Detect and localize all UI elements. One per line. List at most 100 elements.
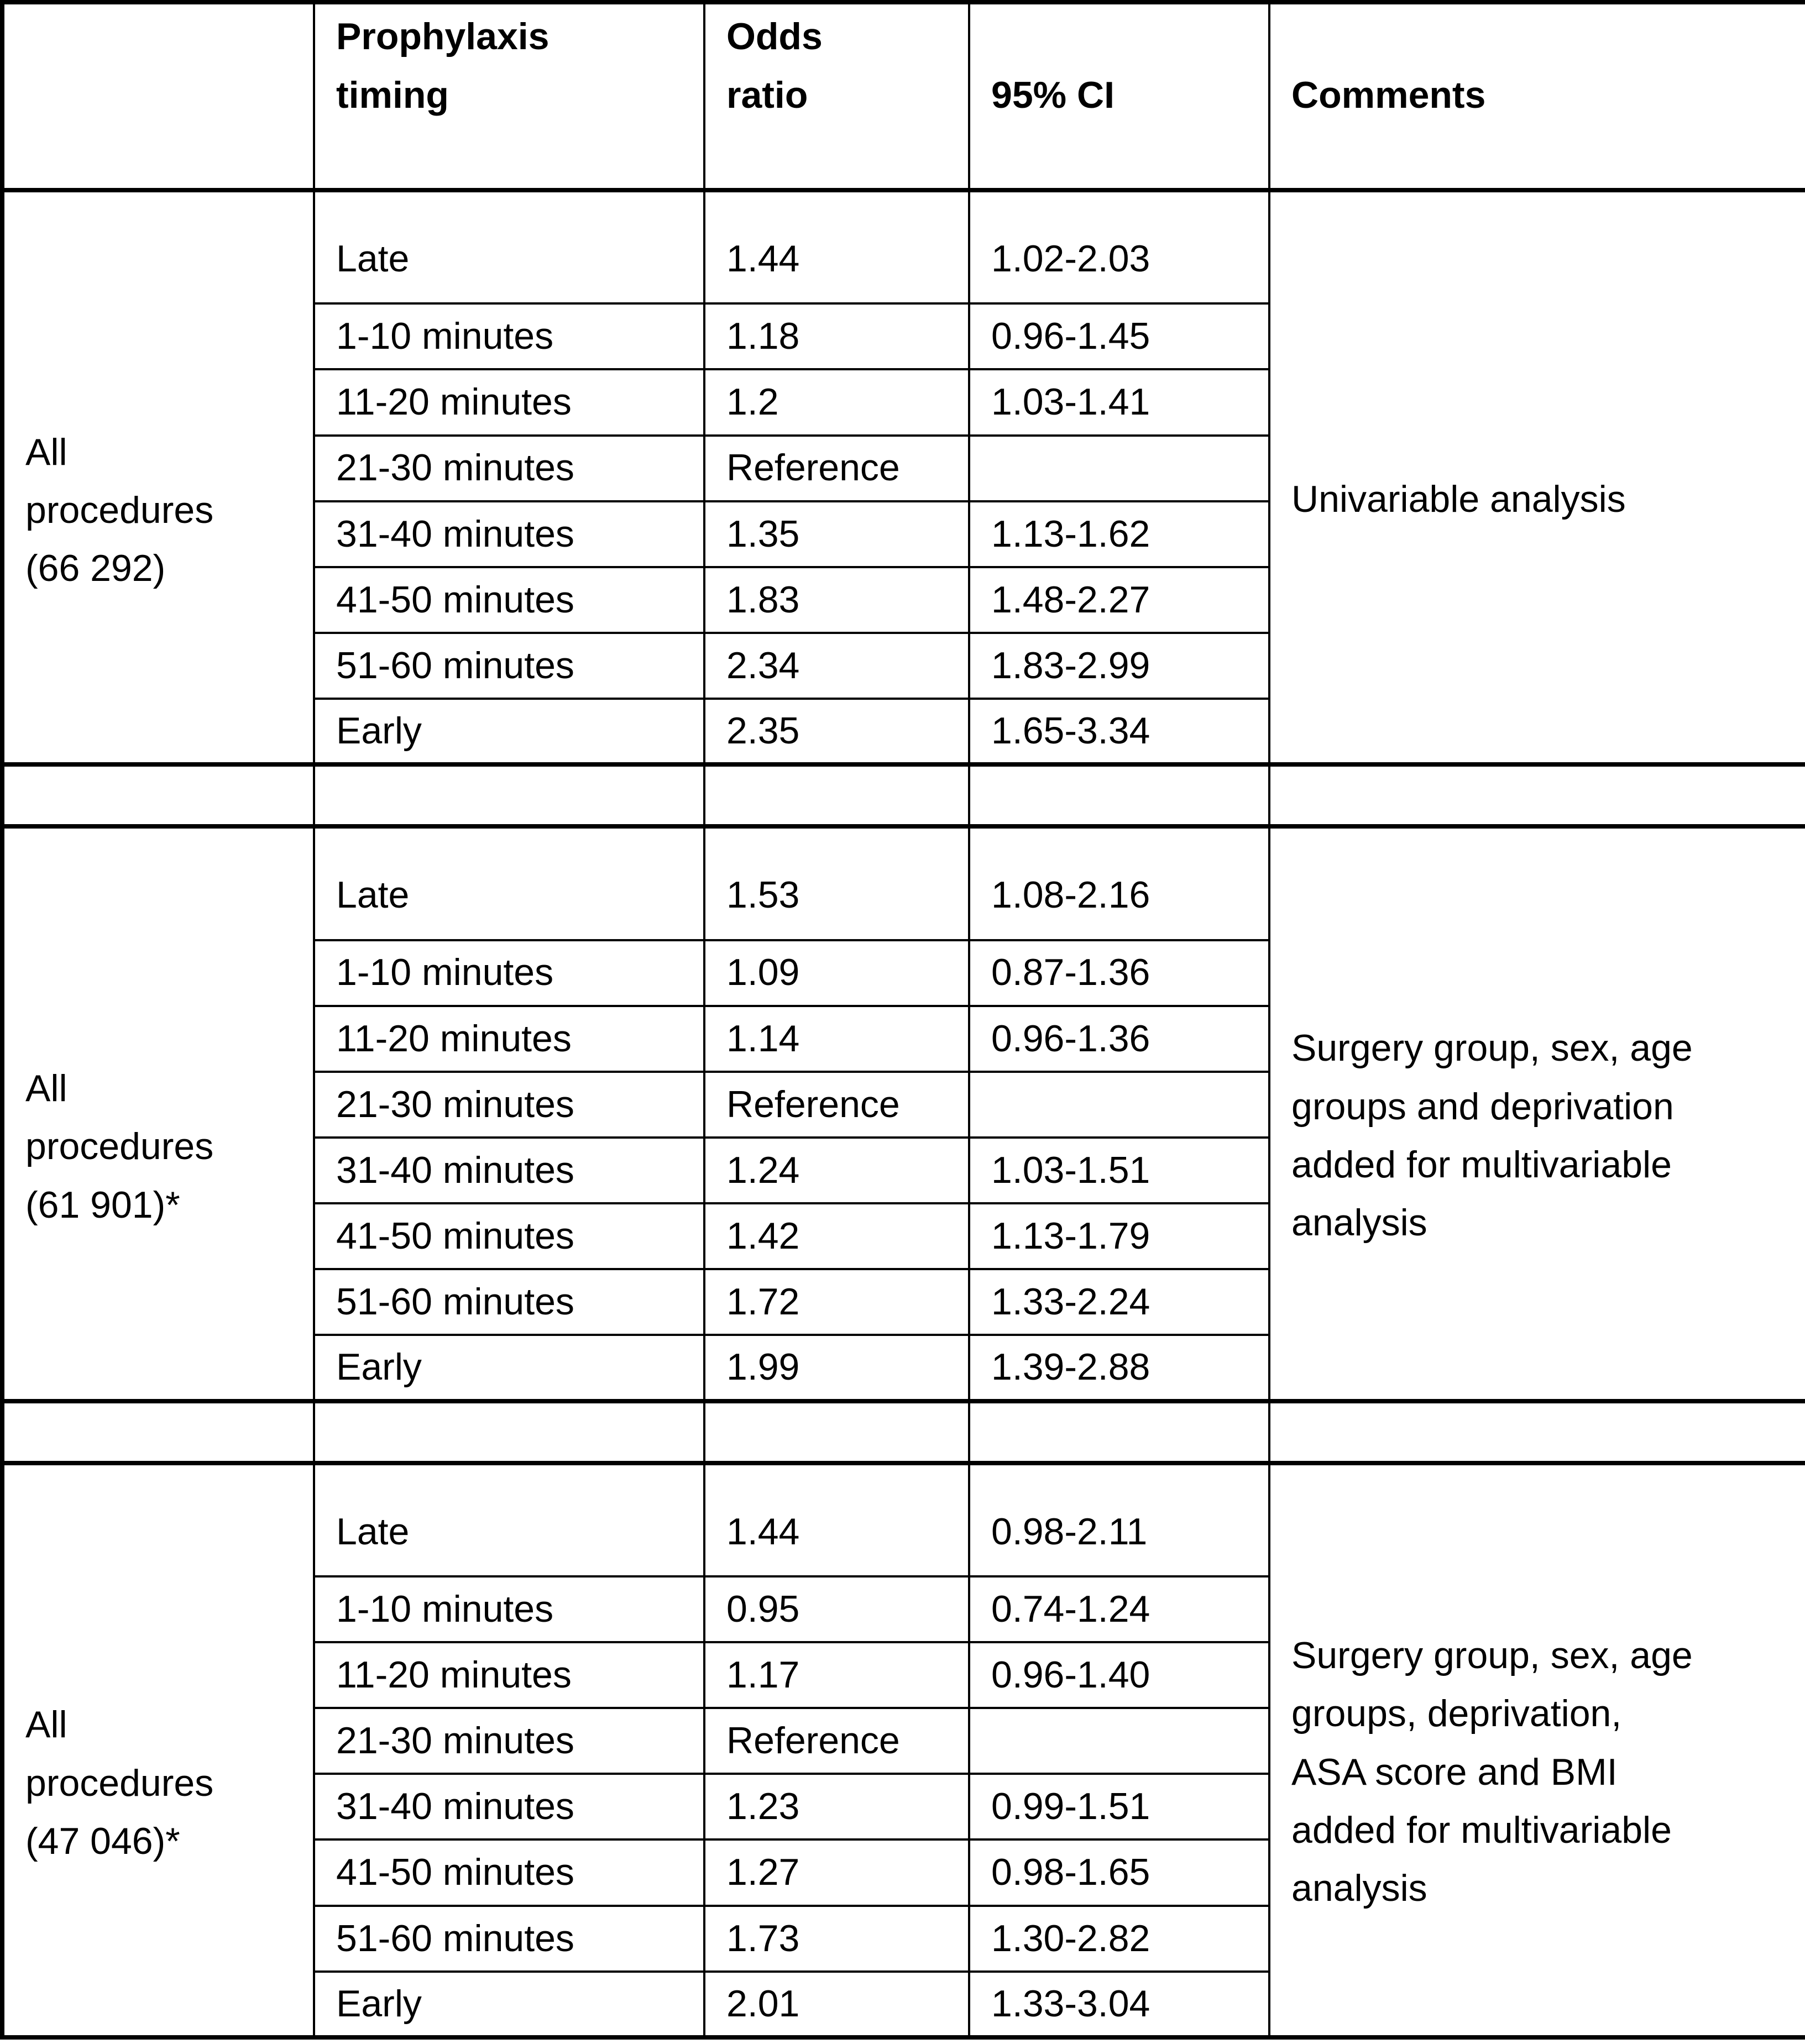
cell-odds-ratio: 1.73 (703, 1904, 970, 1973)
cell-odds-ratio: Reference (703, 434, 970, 502)
cell-odds-ratio: Reference (703, 1707, 970, 1775)
spacer-row (1, 762, 1805, 829)
cell-timing: 41-50 minutes (313, 1838, 705, 1907)
cell-odds-ratio: 1.09 (703, 939, 970, 1007)
cell-ci: 1.33-3.04 (968, 1970, 1270, 2039)
cell-ci: 0.74-1.24 (968, 1575, 1270, 1644)
cell-odds-ratio: 1.18 (703, 302, 970, 371)
cell-timing: 31-40 minutes (313, 500, 705, 568)
cell-timing: 1-10 minutes (313, 1575, 705, 1644)
cell-odds-ratio: 1.53 (703, 825, 970, 941)
cell-ci: 1.83-2.99 (968, 631, 1270, 700)
table-row: 31-40 minutes 1.35 1.13-1.62 (2, 500, 1805, 568)
cell-odds-ratio: 1.24 (703, 1136, 970, 1205)
table-row: 11-20 minutes 1.14 0.96-1.36 (2, 1004, 1805, 1073)
table-row: 1-10 minutes 1.18 0.96-1.45 (2, 302, 1805, 371)
cell-odds-ratio: 1.17 (703, 1641, 970, 1710)
group-label: All procedures (66 292) (1, 188, 315, 766)
table-row: Early 2.01 1.33-3.04 (2, 1970, 1805, 2039)
spacer-cell (1, 1398, 315, 1465)
cell-odds-ratio: 0.95 (703, 1575, 970, 1644)
cell-timing: 11-20 minutes (313, 1641, 705, 1710)
cell-odds-ratio: 2.01 (703, 1970, 970, 2039)
cell-timing: 31-40 minutes (313, 1773, 705, 1841)
cell-timing: 51-60 minutes (313, 1904, 705, 1973)
comments-cell: Surgery group, sex, age groups and depri… (1268, 825, 1805, 1402)
cell-odds-ratio: 1.27 (703, 1838, 970, 1907)
cell-timing: Early (313, 698, 705, 766)
header-row: Prophylaxis timing Odds ratio 95% CI Com… (1, 1, 1805, 192)
cell-odds-ratio: 1.99 (703, 1334, 970, 1402)
cell-ci: 1.02-2.03 (968, 188, 1270, 305)
cell-ci: 1.03-1.41 (968, 368, 1270, 437)
table-row: 31-40 minutes 1.24 1.03-1.51 (2, 1136, 1805, 1205)
group-label: All procedures (61 901)* (1, 825, 315, 1402)
table-row: 21-30 minutes Reference (2, 434, 1805, 502)
table-row: All procedures (66 292) Late 1.44 1.02-2… (1, 188, 1805, 766)
cell-odds-ratio: 1.72 (703, 1268, 970, 1337)
table-row: 51-60 minutes 1.73 1.30-2.82 (2, 1904, 1805, 1973)
cell-timing: Late (313, 188, 705, 305)
header-95-ci: 95% CI (968, 1, 1270, 192)
spacer-cell (968, 762, 1270, 829)
cell-timing: 11-20 minutes (313, 368, 705, 437)
cell-odds-ratio: 1.14 (703, 1004, 970, 1073)
table-row: 51-60 minutes 1.72 1.33-2.24 (2, 1268, 1805, 1337)
table-row: All procedures (61 901)* Late 1.53 1.08-… (1, 825, 1805, 1402)
spacer-cell (313, 762, 705, 829)
cell-timing: 21-30 minutes (313, 1070, 705, 1139)
cell-ci: 0.96-1.45 (968, 302, 1270, 371)
spacer-cell (703, 1398, 970, 1465)
cell-timing: Late (313, 825, 705, 941)
cell-ci (968, 1070, 1270, 1139)
table-row: 1-10 minutes 1.09 0.87-1.36 (2, 939, 1805, 1007)
header-prophylaxis-timing: Prophylaxis timing (313, 1, 705, 192)
table-row: 11-20 minutes 1.2 1.03-1.41 (2, 368, 1805, 437)
table-row: Early 1.99 1.39-2.88 (2, 1334, 1805, 1402)
cell-timing: 41-50 minutes (313, 1202, 705, 1271)
cell-timing: 1-10 minutes (313, 302, 705, 371)
cell-odds-ratio: 1.44 (703, 1461, 970, 1577)
cell-timing: Early (313, 1970, 705, 2039)
cell-odds-ratio: 2.34 (703, 631, 970, 700)
cell-ci: 1.03-1.51 (968, 1136, 1270, 1205)
cell-ci (968, 1707, 1270, 1775)
table-row: 31-40 minutes 1.23 0.99-1.51 (2, 1773, 1805, 1841)
cell-ci: 0.98-1.65 (968, 1838, 1270, 1907)
cell-ci: 1.13-1.62 (968, 500, 1270, 568)
cell-ci: 1.65-3.34 (968, 698, 1270, 766)
header-odds-ratio: Odds ratio (703, 1, 970, 192)
spacer-cell (1268, 762, 1805, 829)
cell-odds-ratio: 2.35 (703, 698, 970, 766)
header-blank (1, 1, 315, 192)
cell-ci: 1.48-2.27 (968, 565, 1270, 634)
cell-timing: Early (313, 1334, 705, 1402)
cell-timing: Late (313, 1461, 705, 1577)
group-label: All procedures (47 046)* (1, 1461, 315, 2039)
cell-timing: 51-60 minutes (313, 1268, 705, 1337)
spacer-cell (968, 1398, 1270, 1465)
cell-odds-ratio: 1.35 (703, 500, 970, 568)
cell-ci: 0.96-1.36 (968, 1004, 1270, 1073)
cell-odds-ratio: 1.44 (703, 188, 970, 305)
cell-ci: 0.87-1.36 (968, 939, 1270, 1007)
cell-odds-ratio: 1.23 (703, 1773, 970, 1841)
cell-timing: 21-30 minutes (313, 434, 705, 502)
cell-odds-ratio: 1.42 (703, 1202, 970, 1271)
cell-timing: 21-30 minutes (313, 1707, 705, 1775)
cell-ci: 1.08-2.16 (968, 825, 1270, 941)
table-row: 1-10 minutes 0.95 0.74-1.24 (2, 1575, 1805, 1644)
table-row: 21-30 minutes Reference (2, 1070, 1805, 1139)
table-row: 21-30 minutes Reference (2, 1707, 1805, 1775)
table-row: Early 2.35 1.65-3.34 (2, 698, 1805, 766)
comments-cell: Surgery group, sex, age groups, deprivat… (1268, 1461, 1805, 2039)
table-row: 11-20 minutes 1.17 0.96-1.40 (2, 1641, 1805, 1710)
cell-ci: 1.30-2.82 (968, 1904, 1270, 1973)
spacer-cell (703, 762, 970, 829)
table-row: 41-50 minutes 1.42 1.13-1.79 (2, 1202, 1805, 1271)
spacer-cell (313, 1398, 705, 1465)
cell-odds-ratio: Reference (703, 1070, 970, 1139)
cell-timing: 41-50 minutes (313, 565, 705, 634)
spacer-cell (1, 762, 315, 829)
